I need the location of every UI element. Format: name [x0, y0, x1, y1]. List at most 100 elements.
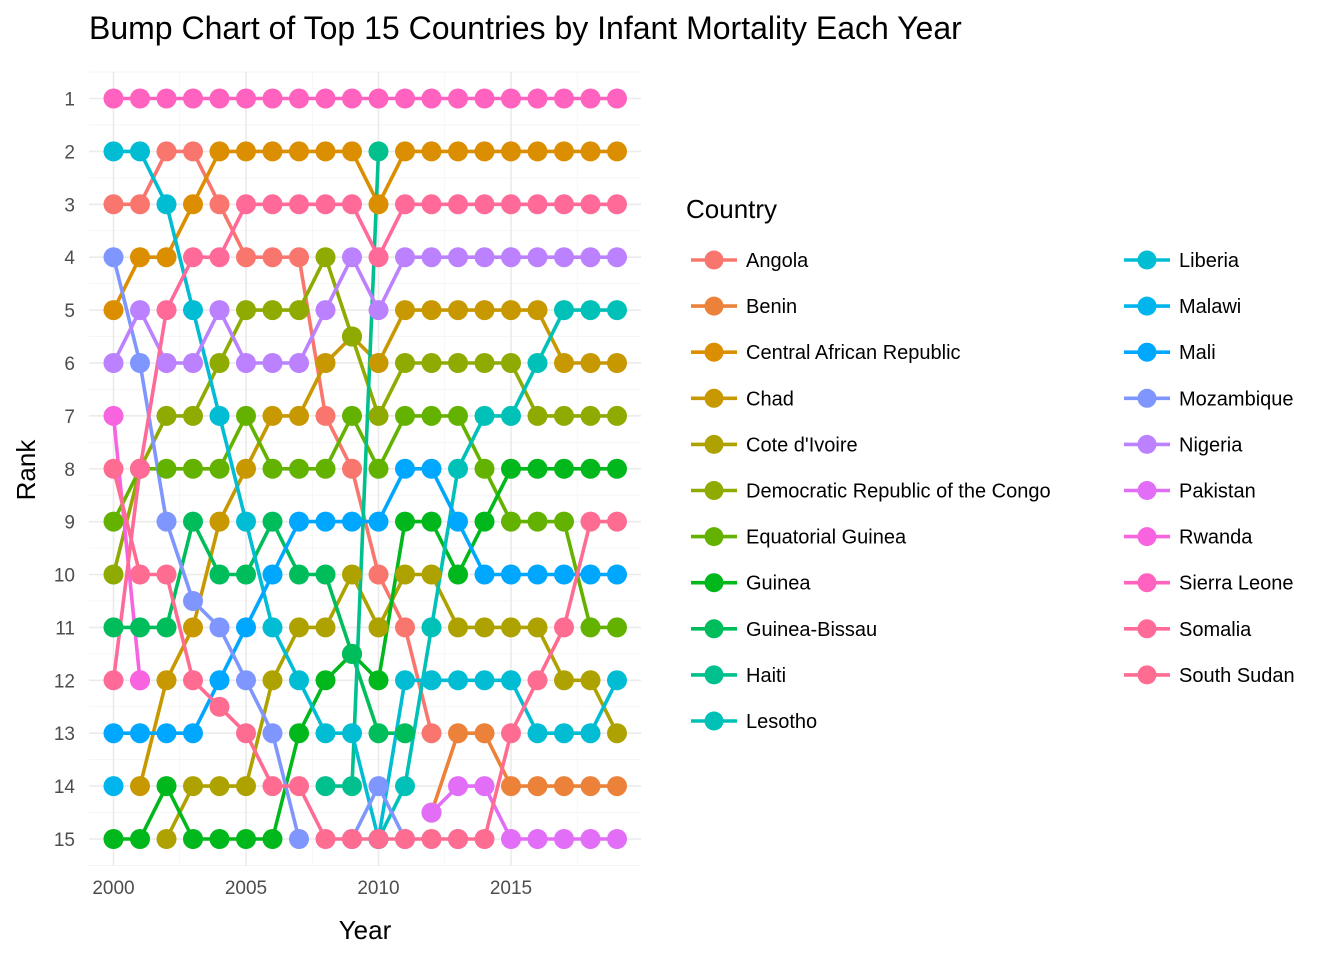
data-point-central-african-republic [580, 141, 601, 162]
legend-item-south-sudan: South Sudan [1124, 665, 1295, 687]
data-point-democratic-republic-of-the-congo [209, 353, 230, 373]
data-point-sierra-leone [156, 88, 177, 109]
data-point-guinea [209, 829, 230, 849]
data-point-equatorial-guinea [289, 458, 309, 479]
data-point-lesotho [395, 776, 415, 797]
data-point-cote-d-ivoire [607, 723, 627, 744]
y-tick-label: 11 [55, 618, 75, 639]
data-point-somalia [501, 194, 521, 215]
y-tick-label: 10 [54, 566, 75, 587]
data-point-guinea [368, 670, 389, 691]
data-point-equatorial-guinea [368, 458, 389, 479]
data-point-equatorial-guinea [103, 511, 124, 532]
y-tick-label: 6 [64, 354, 75, 375]
data-point-angola [156, 141, 177, 162]
data-point-liberia [421, 670, 442, 691]
y-tick-label: 1 [64, 90, 75, 111]
data-point-mali [421, 458, 442, 479]
data-point-liberia [527, 723, 548, 744]
data-point-guinea-bissau [315, 564, 336, 585]
data-point-somalia [554, 194, 574, 215]
data-point-guinea [183, 829, 203, 849]
data-point-chad [527, 300, 548, 321]
legend-item-cote-d-ivoire: Cote d'Ivoire [691, 434, 858, 456]
data-point-somalia [580, 194, 601, 215]
data-point-rwanda [103, 405, 124, 426]
data-point-equatorial-guinea [607, 617, 627, 638]
x-tick-label: 2015 [490, 878, 532, 899]
data-point-somalia [289, 194, 309, 215]
data-point-democratic-republic-of-the-congo [342, 326, 362, 347]
data-point-somalia [130, 458, 150, 479]
data-point-somalia [607, 194, 627, 215]
data-point-sierra-leone [580, 88, 601, 109]
data-point-pakistan [527, 829, 548, 849]
data-point-cote-d-ivoire [527, 617, 548, 638]
data-point-equatorial-guinea [448, 405, 468, 426]
data-point-liberia [501, 670, 521, 691]
data-point-cote-d-ivoire [421, 564, 442, 585]
legend-label: Pakistan [1179, 481, 1256, 503]
data-point-liberia [607, 670, 627, 691]
data-point-liberia [209, 405, 230, 426]
legend-item-angola: Angola [691, 250, 809, 272]
data-point-guinea-bissau [156, 617, 177, 638]
legend: Country Angola Benin Central African Repub… [686, 194, 1295, 733]
data-point-lesotho [421, 617, 442, 638]
data-point-mali [103, 723, 124, 744]
data-point-democratic-republic-of-the-congo [448, 353, 468, 373]
data-point-mozambique [289, 829, 309, 849]
data-point-guinea-bissau [395, 723, 415, 744]
data-point-cote-d-ivoire [501, 617, 521, 638]
data-point-cote-d-ivoire [448, 617, 468, 638]
data-point-somalia [156, 300, 177, 321]
data-point-chad [607, 353, 627, 373]
data-point-nigeria [421, 247, 442, 268]
data-point-chad [156, 670, 177, 691]
data-point-sierra-leone [130, 88, 150, 109]
data-point-lesotho [474, 405, 495, 426]
data-point-central-african-republic [103, 300, 124, 321]
legend-label: Central African Republic [746, 342, 961, 364]
data-point-lesotho [580, 300, 601, 321]
legend-item-mali: Mali [1124, 342, 1216, 364]
y-tick-label: 8 [64, 460, 75, 481]
legend-key-point [1137, 342, 1157, 362]
data-point-angola [421, 723, 442, 744]
data-point-liberia [395, 670, 415, 691]
data-point-liberia [289, 670, 309, 691]
data-point-angola [289, 247, 309, 268]
legend-key-point [704, 619, 724, 639]
legend-key-point [1137, 434, 1157, 454]
data-point-chad [368, 353, 389, 373]
data-point-nigeria [395, 247, 415, 268]
data-point-benin [580, 776, 601, 797]
data-point-sierra-leone [501, 88, 521, 109]
legend-key-point [1137, 250, 1157, 270]
data-point-sierra-leone [209, 88, 230, 109]
data-point-democratic-republic-of-the-congo [315, 247, 336, 268]
data-point-cote-d-ivoire [289, 617, 309, 638]
data-point-democratic-republic-of-the-congo [103, 564, 124, 585]
data-point-mozambique [103, 247, 124, 268]
legend-items: Angola Benin Central African Republic Chad C… [691, 250, 1295, 733]
data-point-democratic-republic-of-the-congo [580, 405, 601, 426]
data-point-sierra-leone [474, 88, 495, 109]
data-point-sierra-leone [183, 88, 203, 109]
data-point-south-sudan [368, 829, 389, 849]
data-point-guinea-bissau [103, 617, 124, 638]
data-point-haiti [315, 776, 336, 797]
data-point-central-african-republic [395, 141, 415, 162]
data-point-central-african-republic [421, 141, 442, 162]
data-point-south-sudan [448, 829, 468, 849]
data-point-somalia [183, 247, 203, 268]
data-point-lesotho [527, 353, 548, 373]
data-point-democratic-republic-of-the-congo [156, 405, 177, 426]
legend-key-point [1137, 388, 1157, 408]
data-point-benin [474, 723, 495, 744]
data-point-liberia [554, 723, 574, 744]
data-point-benin [448, 723, 468, 744]
data-point-nigeria [607, 247, 627, 268]
data-point-liberia [236, 511, 256, 532]
data-point-central-african-republic [209, 141, 230, 162]
